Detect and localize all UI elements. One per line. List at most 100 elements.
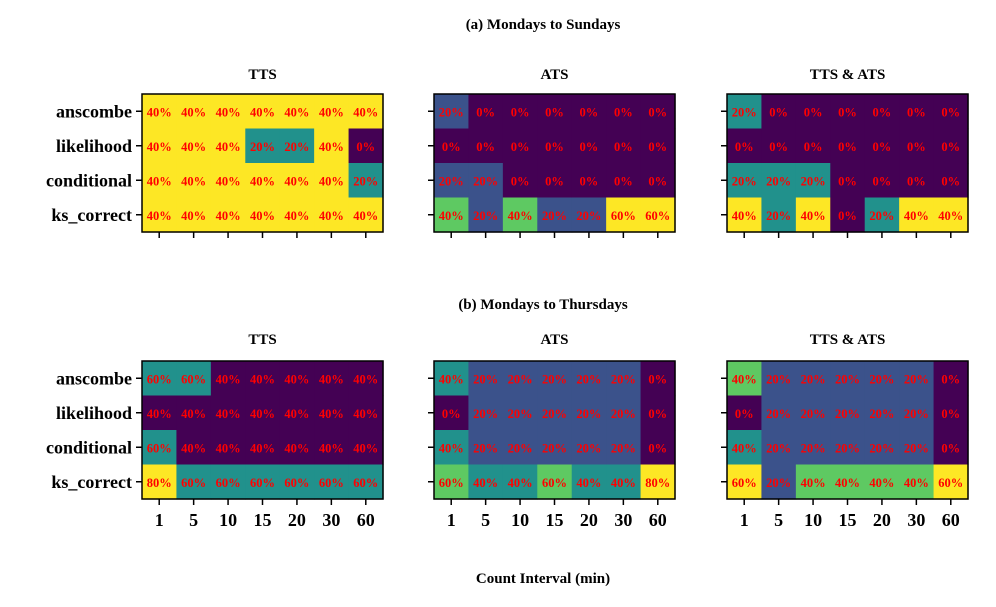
- cell-value-label: 0%: [614, 140, 633, 154]
- cell-value-label: 20%: [508, 372, 533, 386]
- cell-value-label: 0%: [769, 105, 788, 119]
- heatmap-cell: [210, 94, 246, 130]
- y-tick-label: anscombe: [56, 101, 132, 121]
- cell-value-label: 40%: [319, 105, 344, 119]
- heatmap-cell: [279, 395, 315, 431]
- cell-value-label: 0%: [511, 140, 530, 154]
- heatmap-cell: [279, 464, 315, 500]
- cell-value-label: 40%: [353, 407, 378, 421]
- heatmap-cell: [279, 430, 315, 466]
- heatmap-cell: [571, 94, 607, 130]
- cell-value-label: 40%: [216, 407, 241, 421]
- heatmap-cell: [176, 163, 212, 199]
- heatmap-cell: [176, 464, 212, 500]
- cell-value-label: 60%: [181, 372, 206, 386]
- heatmap-cell: [348, 464, 384, 500]
- section-b: (b) Mondays to Thursdays TTS 60% 60% 40% 40% 4…: [46, 297, 969, 530]
- heatmap-cell: [279, 361, 315, 397]
- cell-value-label: 60%: [353, 476, 378, 490]
- x-tick-label: 15: [254, 510, 272, 530]
- heatmap-cell: [864, 395, 900, 431]
- cell-value-label: 40%: [216, 441, 241, 455]
- panel-tts-ats: TTS & ATS 40% 20% 20% 20% 20% 20% 0% 0% 20% 20% 20%…: [721, 332, 969, 530]
- cell-value-label: 20%: [869, 441, 894, 455]
- cell-value-label: 0%: [907, 105, 926, 119]
- cell-value-label: 60%: [181, 476, 206, 490]
- cell-value-label: 40%: [439, 209, 464, 223]
- cell-value-label: 0%: [442, 407, 461, 421]
- heatmap-cell: [245, 163, 281, 199]
- panel-tts: TTS 40% 40% 40% 40% 40% 40% 40% 40% 40% 40% 20% 20% 4…: [46, 67, 384, 238]
- heatmap-cell: [502, 94, 538, 130]
- heatmap-cell: [537, 128, 573, 164]
- cell-value-label: 60%: [732, 476, 757, 490]
- cell-value-label: 0%: [511, 105, 530, 119]
- x-tick-label: 5: [481, 510, 490, 530]
- heatmap-cell: [795, 464, 831, 500]
- heatmap-cell: [210, 163, 246, 199]
- cell-value-label: 40%: [353, 105, 378, 119]
- cell-value-label: 40%: [508, 476, 533, 490]
- cell-value-label: 0%: [941, 372, 960, 386]
- cell-value-label: 20%: [611, 441, 636, 455]
- cell-value-label: 40%: [319, 441, 344, 455]
- heatmap-cell: [933, 94, 969, 130]
- cell-value-label: 20%: [835, 441, 860, 455]
- heatmap-cell: [279, 128, 315, 164]
- heatmap-cell: [640, 163, 676, 199]
- heatmap-cell: [727, 464, 763, 500]
- panel-title: TTS: [248, 67, 276, 83]
- heatmap-cell: [606, 163, 642, 199]
- heatmap-cell: [434, 361, 470, 397]
- heatmap-cell: [502, 430, 538, 466]
- cell-value-label: 0%: [476, 140, 495, 154]
- heatmap-cell: [537, 361, 573, 397]
- heatmap-cell: [348, 197, 384, 233]
- heatmap-cell: [571, 128, 607, 164]
- cell-value-label: 20%: [542, 407, 567, 421]
- cell-value-label: 40%: [284, 407, 309, 421]
- cell-value-label: 40%: [869, 476, 894, 490]
- heatmap-cell: [761, 464, 797, 500]
- heatmap-cell: [899, 128, 935, 164]
- cell-value-label: 40%: [611, 476, 636, 490]
- heatmap-cell: [245, 361, 281, 397]
- cell-value-label: 0%: [648, 174, 667, 188]
- cell-value-label: 0%: [838, 174, 857, 188]
- heatmap-cell: [245, 395, 281, 431]
- heatmap-cell: [795, 94, 831, 130]
- x-tick-label: 1: [155, 510, 164, 530]
- cell-value-label: 20%: [576, 441, 601, 455]
- figure-sections: (a) Mondays to Sundays TTS 40% 40% 40% 40% 40%…: [46, 17, 969, 530]
- heatmap-cell: [176, 197, 212, 233]
- heatmap-cell: [314, 128, 350, 164]
- cell-value-label: 40%: [250, 407, 275, 421]
- heatmap-cell: [727, 395, 763, 431]
- heatmap-cell: [176, 94, 212, 130]
- heatmap-cell: [210, 430, 246, 466]
- heatmap-cell: [761, 128, 797, 164]
- cell-value-label: 0%: [941, 105, 960, 119]
- heatmap-cell: [502, 197, 538, 233]
- cell-value-label: 20%: [611, 407, 636, 421]
- heatmap-cell: [899, 395, 935, 431]
- cell-value-label: 40%: [904, 209, 929, 223]
- cell-value-label: 0%: [511, 174, 530, 188]
- x-tick-label: 1: [740, 510, 749, 530]
- x-tick-label: 20: [580, 510, 598, 530]
- cell-value-label: 0%: [907, 174, 926, 188]
- cell-value-label: 20%: [542, 372, 567, 386]
- heatmap-cell: [727, 361, 763, 397]
- cell-value-label: 20%: [869, 407, 894, 421]
- cell-value-label: 0%: [838, 105, 857, 119]
- heatmap-cell: [314, 163, 350, 199]
- heatmap-cell: [537, 163, 573, 199]
- cell-value-label: 40%: [216, 140, 241, 154]
- cell-value-label: 20%: [508, 441, 533, 455]
- cell-value-label: 20%: [473, 174, 498, 188]
- heatmap-cell: [933, 464, 969, 500]
- cell-value-label: 40%: [181, 209, 206, 223]
- cell-value-label: 80%: [645, 476, 670, 490]
- heatmap-cell: [176, 430, 212, 466]
- heatmap-cell: [434, 464, 470, 500]
